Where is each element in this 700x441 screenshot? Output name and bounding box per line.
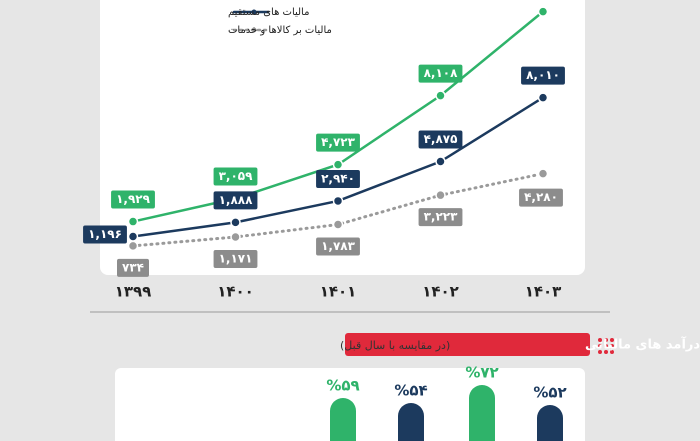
value-label-box [117, 258, 149, 277]
x-tick-label: ۱۳۹۹ [115, 283, 152, 301]
value-label: ۱,۱۹۶ [88, 227, 122, 241]
value-label: ۴,۷۲۳ [321, 135, 356, 149]
x-tick-label: ۱۴۰۰ [217, 283, 254, 301]
point [435, 90, 446, 101]
x-tick-label: ۱۴۰۱ [320, 283, 357, 301]
dots-icon [598, 338, 614, 354]
legend-label: مالیات های مستقیم [228, 7, 309, 18]
point [127, 240, 139, 252]
legend-label: مالیات بر کالاها و خدمات [228, 25, 332, 36]
point [332, 159, 344, 170]
value-label: ۱,۱۷۱ [219, 252, 253, 266]
value-label: ۳,۲۲۳ [424, 210, 459, 224]
bar [398, 403, 424, 441]
bar [330, 398, 356, 441]
value-label-box [316, 237, 360, 256]
point [127, 216, 139, 227]
point [435, 156, 446, 167]
value-label: ۲,۹۴۰ [321, 171, 355, 185]
value-label-box [213, 250, 258, 269]
bar-value-label: %۵۹ [326, 377, 359, 395]
point [332, 195, 344, 207]
value-label: ۳,۰۵۹ [219, 169, 254, 183]
x-tick-label: ۱۴۰۳ [525, 283, 562, 301]
value-label-box [316, 169, 360, 188]
value-label: ۷۳۴ [122, 260, 144, 274]
x-tick-label: ۱۴۰۲ [422, 283, 459, 301]
value-label: ۱,۷۸۳ [321, 239, 356, 253]
point [230, 217, 241, 228]
bar-value-label: %۵۴ [394, 382, 427, 400]
bar [469, 385, 495, 441]
point [537, 92, 549, 103]
value-label: ۸,۰۱۰ [526, 68, 560, 82]
bar-value-label: %۵۲ [533, 384, 566, 402]
point [537, 168, 549, 179]
value-label-box [521, 66, 565, 85]
value-label: ۸,۱۰۸ [424, 66, 459, 80]
point [332, 219, 344, 230]
value-label-box [418, 64, 463, 83]
point [127, 231, 139, 242]
value-label-box [213, 167, 258, 186]
value-label: ۴,۲۸۰ [524, 190, 558, 204]
value-label: ۱,۸۸۸ [219, 193, 254, 207]
value-label-box [83, 225, 127, 244]
bar-subtitle: (در مقایسه با سال قبل) [340, 339, 450, 352]
bar [537, 405, 563, 441]
value-label-box [519, 188, 563, 207]
legend-dot [251, 27, 257, 33]
value-label: ۱,۹۲۹ [116, 192, 151, 206]
value-label-box [111, 190, 155, 209]
value-label-box [418, 130, 463, 149]
value-label-box [213, 191, 258, 210]
point [537, 6, 549, 17]
point [435, 189, 446, 201]
value-label-box [418, 208, 463, 227]
title-box [345, 333, 590, 356]
value-label: ۴,۸۷۵ [424, 132, 458, 146]
legend-dot [251, 9, 257, 15]
point [230, 231, 241, 243]
bar-value-label: %۷۲ [465, 364, 498, 382]
bar-title: درصد رشد سالیانه درآمد های مالیاتی [585, 336, 700, 353]
value-label-box [316, 133, 360, 152]
